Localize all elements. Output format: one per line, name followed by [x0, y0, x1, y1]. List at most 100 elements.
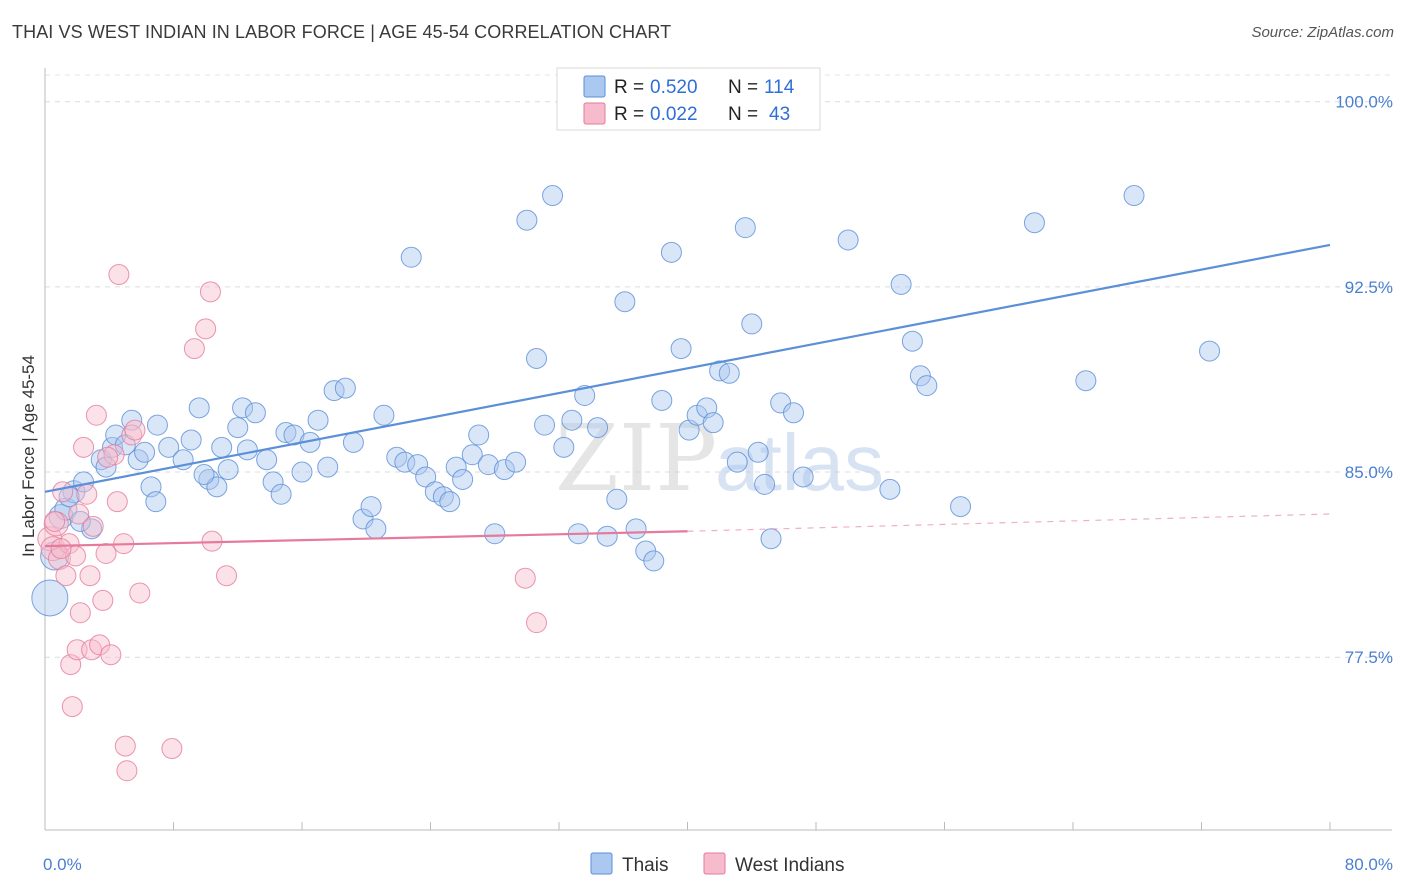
point-thais-3 [54, 497, 78, 521]
point-thais-37 [317, 456, 339, 478]
point-thais-99 [909, 365, 931, 387]
point-west-indians-40 [50, 538, 72, 560]
point-thais-36 [307, 409, 329, 431]
legend-n-value-thais: 114 [764, 77, 795, 98]
point-thais-47 [400, 246, 422, 268]
point-thais-62 [526, 347, 548, 369]
x-tick-label-1: 80.0% [1345, 855, 1393, 874]
axes [44, 68, 1392, 831]
point-thais-84 [718, 362, 740, 384]
point-thais-96 [879, 478, 901, 500]
legend-r-value-west-indians: 0.022 [650, 104, 698, 125]
point-thais-65 [553, 436, 575, 458]
point-west-indians-39 [44, 510, 66, 532]
point-west-indians-24 [108, 264, 130, 286]
legend-n-label-west-indians: N = [728, 104, 758, 125]
point-thais-105 [1199, 340, 1221, 362]
point-thais-20 [188, 397, 210, 419]
point-thais-42 [360, 496, 382, 518]
point-thais-89 [754, 473, 776, 495]
trend-line-extension-west-indians [687, 513, 1331, 532]
point-thais-19 [180, 429, 202, 451]
watermark-atlas: atlas [715, 418, 884, 507]
point-west-indians-32 [183, 338, 205, 360]
point-thais-71 [606, 488, 628, 510]
point-thais-56 [468, 424, 490, 446]
point-thais-73 [625, 518, 647, 540]
x-tick-label-0: 0.0% [43, 855, 82, 874]
correlation-legend: R = 0.520 N = 114 R = 0.022 N = 43 [556, 67, 821, 131]
point-west-indians-42 [97, 446, 119, 468]
point-west-indians-29 [124, 419, 146, 441]
point-west-indians-26 [114, 735, 136, 757]
point-west-indians-12 [73, 436, 95, 458]
point-thais-30 [262, 471, 284, 493]
point-thais-48 [407, 454, 429, 476]
point-thais-78 [670, 338, 692, 360]
point-thais-57 [477, 454, 499, 476]
point-west-indians-13 [76, 483, 98, 505]
point-thais-54 [452, 468, 474, 490]
trend-lines [44, 243, 1331, 548]
point-thais-16 [146, 414, 168, 436]
point-thais-60 [505, 451, 527, 473]
legend-n-value-west-indians: 43 [769, 104, 790, 125]
legend-n-label-thais: N = [728, 77, 758, 98]
point-thais-63 [534, 414, 556, 436]
series-legend: Thais West Indians [590, 852, 844, 876]
point-west-indians-21 [100, 644, 122, 666]
point-west-indians-10 [66, 639, 88, 661]
point-west-indians-4 [52, 481, 74, 503]
point-thais-82 [702, 412, 724, 434]
point-thais-40 [342, 431, 364, 453]
point-thais-53 [445, 456, 467, 478]
point-west-indians-11 [69, 602, 91, 624]
point-thais-32 [275, 422, 297, 444]
legend-r-label-west-indians: R = [614, 104, 644, 125]
point-thais-107 [69, 510, 91, 532]
point-thais-72 [614, 291, 636, 313]
point-west-indians-38 [526, 612, 548, 634]
point-west-indians-19 [92, 589, 114, 611]
point-thais-55 [461, 444, 483, 466]
y-axis-label: In Labor Force | Age 45-54 [19, 355, 38, 557]
point-west-indians-23 [106, 491, 128, 513]
point-thais-22 [206, 476, 228, 498]
legend-swatch-thais [583, 75, 606, 98]
point-thais-70 [596, 525, 618, 547]
point-thais-9 [101, 436, 123, 458]
point-thais-100 [916, 375, 938, 397]
point-thais-101 [950, 496, 972, 518]
point-west-indians-30 [129, 582, 151, 604]
point-west-indians-34 [199, 281, 221, 303]
trend-line-thais [44, 243, 1331, 493]
point-thais-109 [193, 464, 215, 485]
y-tick-label-1: 85.0% [1345, 463, 1393, 482]
point-thais-43 [365, 518, 387, 540]
legend-r-label-thais: R = [614, 77, 644, 98]
point-thais-61 [516, 209, 538, 231]
point-west-indians-17 [85, 404, 107, 426]
x-tick-labels: 0.0% 80.0% [43, 855, 1393, 874]
point-thais-94 [792, 466, 814, 488]
point-thais-28 [244, 402, 266, 424]
y-tick-label-2: 92.5% [1345, 278, 1393, 297]
point-thais-44 [373, 404, 395, 426]
point-thais-14 [134, 441, 156, 463]
point-thais-26 [232, 397, 254, 419]
point-thais-98 [901, 330, 923, 352]
point-thais-17 [158, 436, 180, 458]
point-thais-24 [217, 459, 239, 481]
bottom-legend-swatch-thais [590, 852, 613, 875]
point-thais-49 [415, 466, 437, 488]
point-thais-90 [760, 528, 782, 550]
watermark: ZIP atlas [555, 405, 884, 512]
point-thais-87 [741, 313, 763, 335]
point-thais-29 [256, 449, 278, 471]
legend-swatch-west-indians [583, 102, 606, 125]
point-west-indians-27 [116, 760, 138, 782]
point-thais-52 [439, 491, 461, 513]
point-west-indians-36 [216, 565, 238, 587]
point-thais-31 [270, 483, 292, 505]
